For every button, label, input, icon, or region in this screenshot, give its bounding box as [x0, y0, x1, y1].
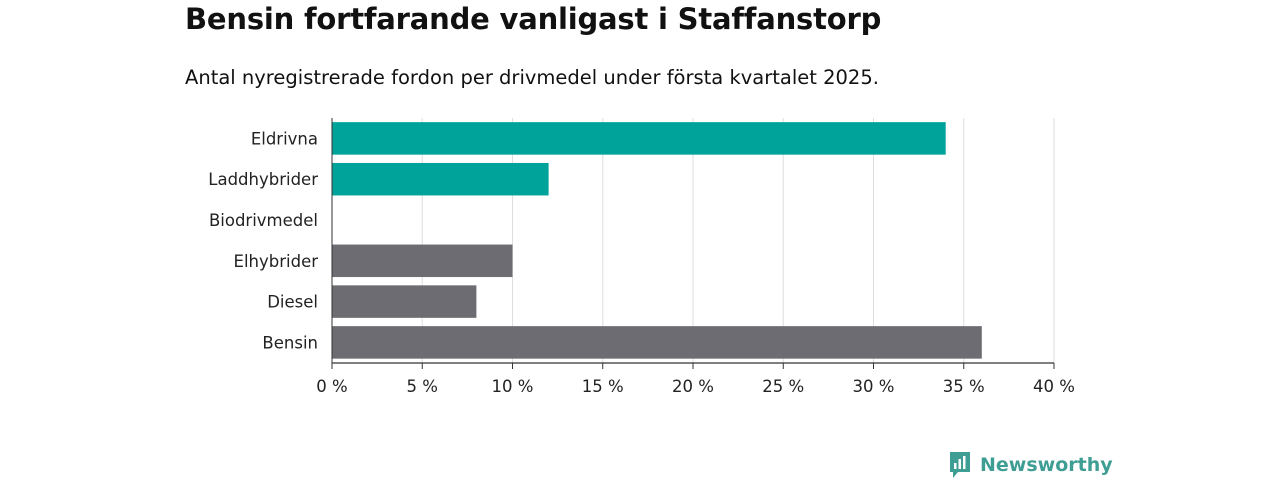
bar-laddhybrider [332, 162, 549, 196]
newsworthy-logo-icon [950, 452, 970, 478]
bars [332, 122, 982, 359]
category-label: Diesel [267, 293, 318, 312]
bar-elhybrider [332, 244, 513, 278]
x-tick-label: 35 % [943, 377, 985, 396]
bar-eldrivna [332, 122, 946, 155]
x-tick-label: 30 % [853, 377, 895, 396]
bar-diesel [332, 285, 477, 318]
category-label: Elhybrider [234, 252, 319, 271]
x-axis: 0 % 5 % 10 % 15 % 20 % 25 % 30 % 35 % 40 % [316, 118, 1075, 396]
x-tick-label: 25 % [762, 377, 804, 396]
x-tick-label: 20 % [672, 377, 714, 396]
chart-title: Bensin fortfarande vanligast i Staffanst… [185, 2, 882, 36]
grid-lines [421, 118, 1055, 363]
category-label: Eldrivna [251, 129, 318, 148]
category-label: Biodrivmedel [209, 211, 318, 230]
category-label: Bensin [262, 333, 318, 352]
chart-subtitle: Antal nyregistrerade fordon per drivmede… [185, 66, 879, 89]
category-label: Laddhybrider [208, 170, 318, 189]
x-tick-label: 0 % [316, 377, 347, 396]
category-labels: Eldrivna Laddhybrider Biodrivmedel Elhybrid… [208, 129, 318, 352]
brand-name: Newsworthy [980, 454, 1113, 476]
bar-bensin [332, 326, 982, 359]
x-tick-label: 10 % [492, 377, 534, 396]
x-tick-label: 5 % [407, 377, 438, 396]
x-tick-label: 15 % [582, 377, 624, 396]
brand-logo[interactable]: Newsworthy [948, 450, 1113, 480]
x-tick-label: 40 % [1033, 377, 1075, 396]
